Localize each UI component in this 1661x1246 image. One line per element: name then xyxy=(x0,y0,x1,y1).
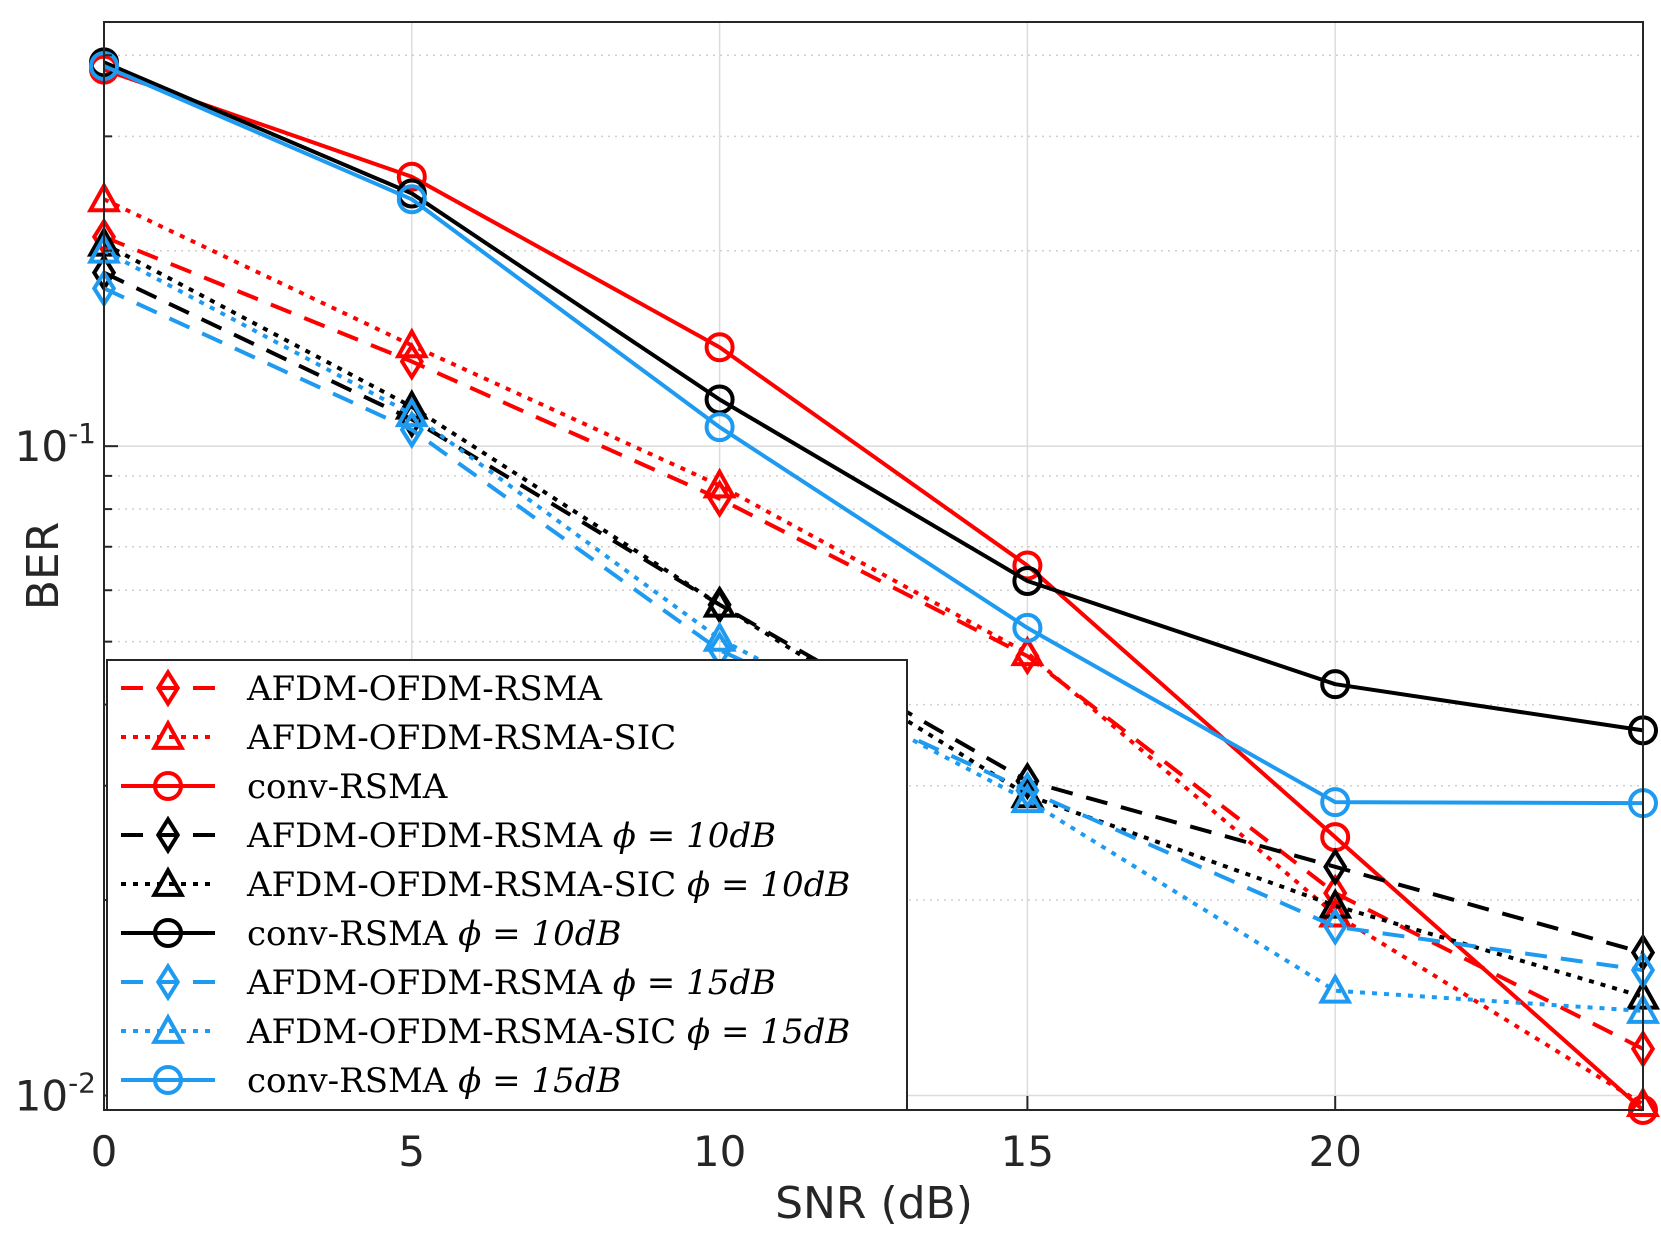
y-tick-label: 10-1 xyxy=(15,417,96,471)
data-point-circle xyxy=(1320,787,1351,818)
data-point-circle xyxy=(396,161,427,192)
ticks: 0 5 10 15 20 10-1 10-2 xyxy=(15,54,1362,1176)
legend-marker-diamond xyxy=(155,815,181,855)
data-point-triangle xyxy=(394,327,429,359)
data-point-triangle xyxy=(1318,972,1353,1004)
series-3 xyxy=(89,54,1658,1125)
data-point-diamond xyxy=(1015,771,1040,810)
series-line xyxy=(103,197,1645,1106)
data-point-circle xyxy=(1012,550,1043,581)
data-point-diamond xyxy=(1323,847,1348,887)
legend-entry-label: AFDM-OFDM-RSMA ϕ = 10dB xyxy=(246,816,776,856)
legend-box xyxy=(106,659,908,1111)
data-point-triangle xyxy=(702,586,737,618)
x-tick-label: 5 xyxy=(398,1127,425,1176)
x-tick-label: 20 xyxy=(1308,1127,1361,1176)
data-point-triangle xyxy=(702,621,737,652)
data-point-triangle xyxy=(1318,896,1353,928)
data-point-circle xyxy=(1012,612,1043,643)
legend-entry-label: conv-RSMA xyxy=(247,767,448,807)
legend-marker-triangle xyxy=(150,866,186,897)
data-point-triangle xyxy=(1318,887,1353,919)
legend-entry-label: AFDM-OFDM-RSMA ϕ = 15dB xyxy=(246,963,776,1003)
data-point-triangle xyxy=(1010,782,1045,814)
data-point-triangle xyxy=(1010,635,1045,667)
legend-marker-circle xyxy=(153,1065,183,1095)
legend-entry-label: conv-RSMA ϕ = 15dB xyxy=(247,1061,621,1101)
series-line xyxy=(103,67,1645,1112)
data-point-circle xyxy=(704,412,735,443)
y-tick-label: 10-2 xyxy=(15,1067,96,1121)
data-point-triangle xyxy=(702,467,737,499)
data-point-circle xyxy=(704,332,735,363)
series-line xyxy=(103,241,1644,999)
series-7 xyxy=(91,268,1656,990)
data-point-circle xyxy=(1320,669,1351,700)
legend-entry-label: conv-RSMA ϕ = 10dB xyxy=(247,914,621,954)
legend-marker-triangle xyxy=(150,1013,186,1044)
series-line xyxy=(103,286,1644,973)
legend-marker-circle xyxy=(153,771,183,801)
legend-marker-circle xyxy=(153,918,183,948)
x-axis-label: SNR (dB) xyxy=(775,1178,973,1229)
legend-marker-triangle xyxy=(150,719,186,750)
legend-entry-label: AFDM-OFDM-RSMA-SIC xyxy=(246,718,676,758)
legend: AFDM-OFDM-RSMA AFDM-OFDM-RSMA-SIC conv-RSM… xyxy=(106,659,908,1111)
legend-marker-diamond xyxy=(155,962,181,1002)
x-tick-label: 0 xyxy=(91,1127,118,1176)
legend-entry-label: AFDM-OFDM-RSMA-SIC ϕ = 15dB xyxy=(246,1012,850,1052)
legend-entry-label: AFDM-OFDM-RSMA xyxy=(246,669,602,709)
y-axis-label: BER xyxy=(18,522,69,611)
data-point-circle xyxy=(1012,565,1043,596)
data-point-circle xyxy=(396,184,427,215)
series-line xyxy=(103,64,1644,806)
x-tick-label: 10 xyxy=(693,1127,746,1176)
data-point-triangle xyxy=(394,396,429,428)
legend-entry-label: AFDM-OFDM-RSMA-SIC ϕ = 10dB xyxy=(246,865,850,905)
legend-marker-diamond xyxy=(155,668,181,708)
data-point-diamond xyxy=(1323,907,1348,947)
data-point-diamond xyxy=(707,479,732,519)
x-tick-label: 15 xyxy=(1001,1127,1054,1176)
data-point-diamond xyxy=(1015,761,1040,801)
series-line xyxy=(103,60,1644,733)
